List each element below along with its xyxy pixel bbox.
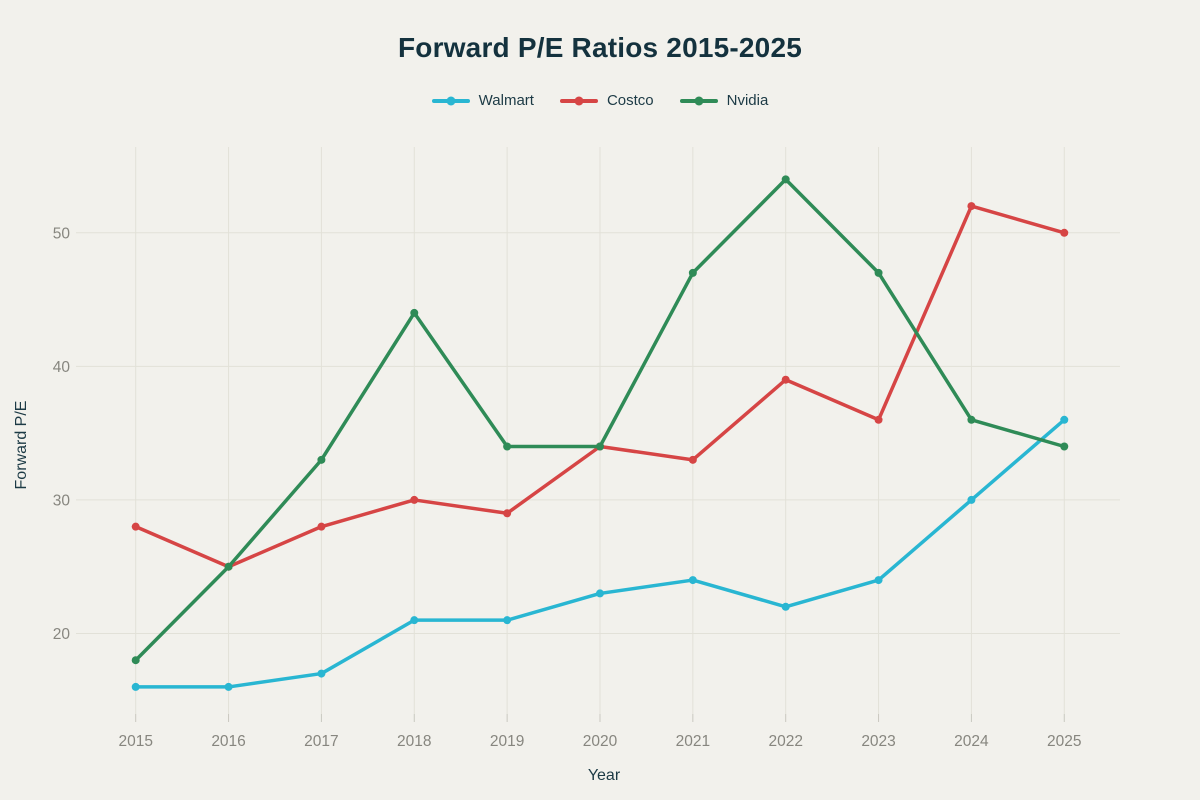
x-tick-label: 2016 bbox=[211, 733, 245, 750]
legend: Walmart Costco Nvidia bbox=[0, 92, 1200, 109]
y-tick-label: 50 bbox=[53, 225, 71, 242]
data-point-nvidia bbox=[410, 308, 419, 317]
data-point-costco bbox=[688, 455, 697, 464]
data-point-nvidia bbox=[224, 562, 233, 571]
x-tick-label: 2025 bbox=[1047, 733, 1081, 750]
x-tick-label: 2020 bbox=[583, 733, 618, 750]
legend-label: Walmart bbox=[478, 92, 534, 109]
data-point-costco bbox=[967, 202, 976, 211]
data-point-nvidia bbox=[1060, 442, 1069, 451]
y-axis-title: Forward P/E bbox=[13, 400, 30, 490]
chart-title: Forward P/E Ratios 2015-2025 bbox=[398, 32, 802, 63]
data-point-costco bbox=[503, 509, 512, 518]
legend-marker-walmart bbox=[431, 98, 470, 103]
x-tick-label: 2019 bbox=[490, 733, 524, 750]
legend-item-costco[interactable]: Costco bbox=[559, 92, 654, 109]
data-point-walmart bbox=[131, 682, 140, 691]
y-tick-label: 40 bbox=[53, 359, 71, 376]
data-point-walmart bbox=[781, 602, 790, 611]
legend-marker-nvidia bbox=[679, 98, 718, 103]
data-point-walmart bbox=[224, 682, 233, 691]
y-tick-label: 20 bbox=[53, 626, 71, 643]
data-point-walmart bbox=[874, 576, 883, 585]
data-point-walmart bbox=[317, 669, 326, 678]
x-tick-label: 2015 bbox=[118, 733, 152, 750]
data-point-nvidia bbox=[688, 268, 697, 277]
x-tick-label: 2023 bbox=[861, 733, 895, 750]
data-point-walmart bbox=[688, 576, 697, 585]
x-tick-label: 2021 bbox=[676, 733, 710, 750]
data-point-costco bbox=[317, 522, 326, 531]
data-point-walmart bbox=[410, 616, 419, 625]
data-point-costco bbox=[874, 415, 883, 424]
x-tick-label: 2017 bbox=[304, 733, 338, 750]
data-point-nvidia bbox=[595, 442, 604, 451]
data-point-nvidia bbox=[131, 656, 140, 665]
data-point-nvidia bbox=[503, 442, 512, 451]
data-point-costco bbox=[781, 375, 790, 384]
x-axis-title: Year bbox=[587, 767, 621, 784]
data-point-nvidia bbox=[781, 175, 790, 184]
data-point-nvidia bbox=[874, 268, 883, 277]
data-point-costco bbox=[1060, 228, 1069, 237]
data-point-costco bbox=[131, 522, 140, 531]
y-tick-label: 30 bbox=[53, 492, 71, 509]
data-point-walmart bbox=[595, 589, 604, 598]
legend-item-walmart[interactable]: Walmart bbox=[431, 92, 534, 109]
data-point-costco bbox=[410, 495, 419, 504]
data-point-walmart bbox=[1060, 415, 1069, 424]
legend-marker-costco bbox=[559, 98, 598, 103]
legend-item-nvidia[interactable]: Nvidia bbox=[679, 92, 769, 109]
x-tick-label: 2024 bbox=[954, 733, 989, 750]
x-tick-label: 2018 bbox=[397, 733, 431, 750]
data-point-walmart bbox=[967, 495, 976, 504]
data-point-nvidia bbox=[967, 415, 976, 424]
data-point-walmart bbox=[503, 616, 512, 625]
legend-label: Nvidia bbox=[726, 92, 769, 109]
data-point-nvidia bbox=[317, 455, 326, 464]
x-tick-label: 2022 bbox=[768, 733, 802, 750]
legend-label: Costco bbox=[606, 92, 654, 109]
